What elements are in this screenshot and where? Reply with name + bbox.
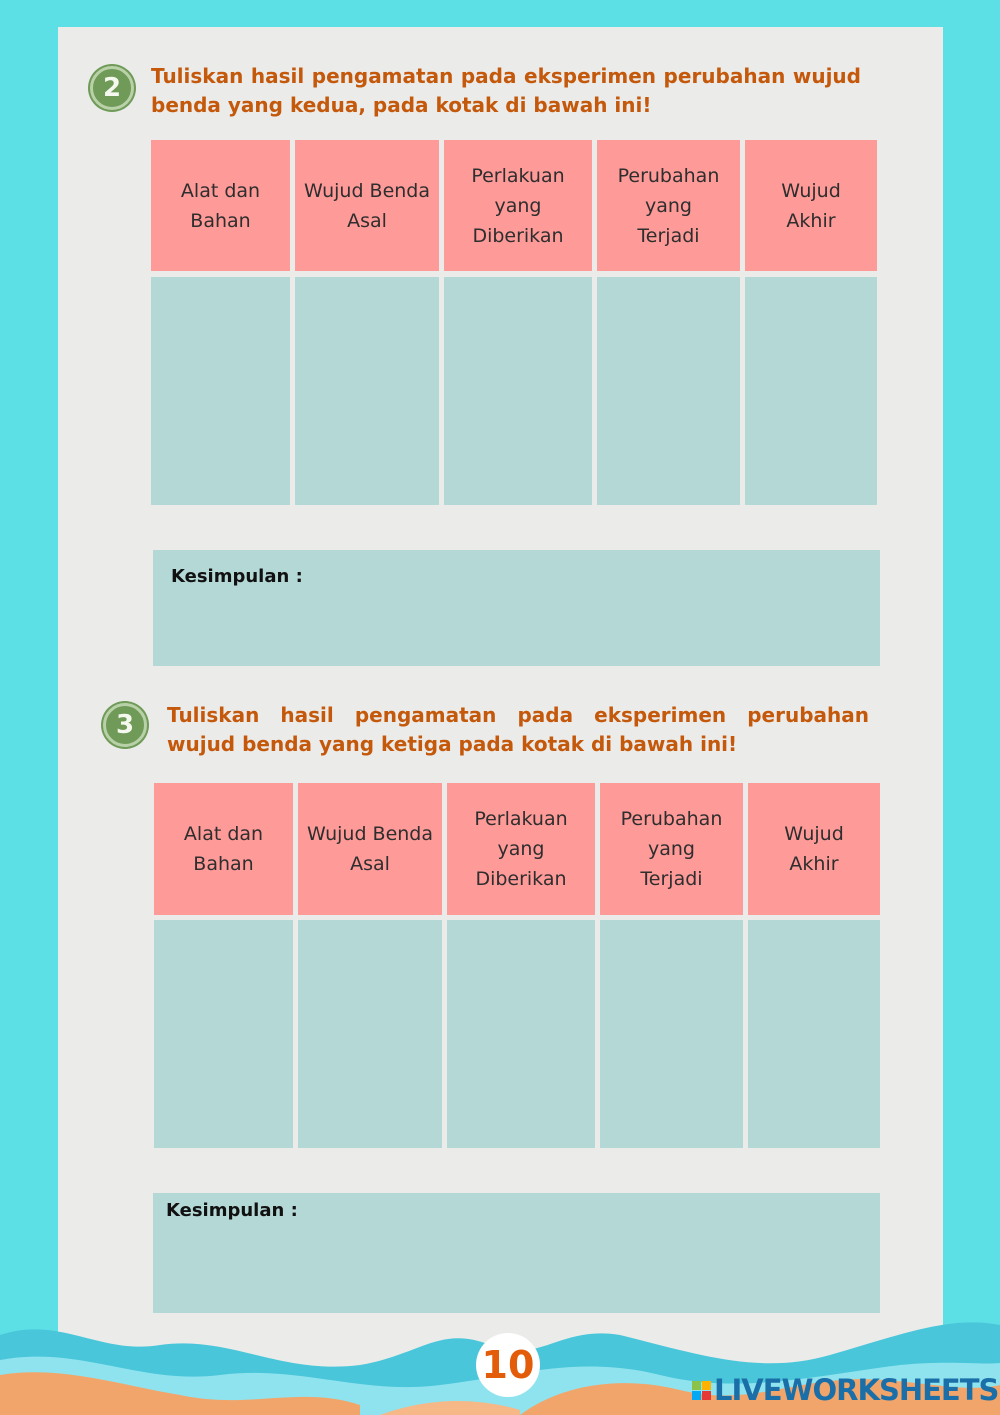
section-number-badge: 2 — [90, 66, 134, 110]
conclusion-label: Kesimpulan : — [166, 1200, 298, 1221]
table-header-cell: Wujud Akhir — [745, 140, 877, 271]
answer-cell[interactable] — [154, 920, 293, 1148]
table-header-cell: Perlakuan yang Diberikan — [447, 783, 595, 915]
answer-cell[interactable] — [444, 277, 592, 505]
table-header-cell: Perubahan yang Terjadi — [600, 783, 743, 915]
table-header-cell: Alat dan Bahan — [151, 140, 290, 271]
answer-cell[interactable] — [151, 277, 290, 505]
answer-cell[interactable] — [745, 277, 877, 505]
table-header-cell: Wujud Benda Asal — [298, 783, 442, 915]
answer-cell[interactable] — [600, 920, 743, 1148]
page-number: 10 — [476, 1333, 540, 1397]
answer-cell[interactable] — [298, 920, 442, 1148]
section-instruction: Tuliskan hasil pengamatan pada eksperime… — [167, 703, 869, 756]
liveworksheets-watermark: LIVEWORKSHEETS — [692, 1373, 999, 1407]
answer-cell[interactable] — [295, 277, 439, 505]
table-header-cell: Perubahan yang Terjadi — [597, 140, 740, 271]
conclusion-box[interactable]: Kesimpulan : — [153, 550, 880, 666]
watermark-text: LIVEWORKSHEETS — [714, 1373, 999, 1407]
table-header-cell: Perlakuan yang Diberikan — [444, 140, 592, 271]
answer-cell[interactable] — [447, 920, 595, 1148]
table-header-cell: Wujud Akhir — [748, 783, 880, 915]
conclusion-box[interactable]: Kesimpulan : — [153, 1193, 880, 1313]
liveworksheets-logo-icon — [692, 1380, 711, 1400]
section-instruction: Tuliskan hasil pengamatan pada eksperime… — [151, 64, 861, 117]
table-header-cell: Alat dan Bahan — [154, 783, 293, 915]
answer-cell[interactable] — [748, 920, 880, 1148]
conclusion-label: Kesimpulan : — [171, 566, 303, 587]
answer-cell[interactable] — [597, 277, 740, 505]
section-number-badge: 3 — [103, 703, 147, 747]
table-header-cell: Wujud Benda Asal — [295, 140, 439, 271]
